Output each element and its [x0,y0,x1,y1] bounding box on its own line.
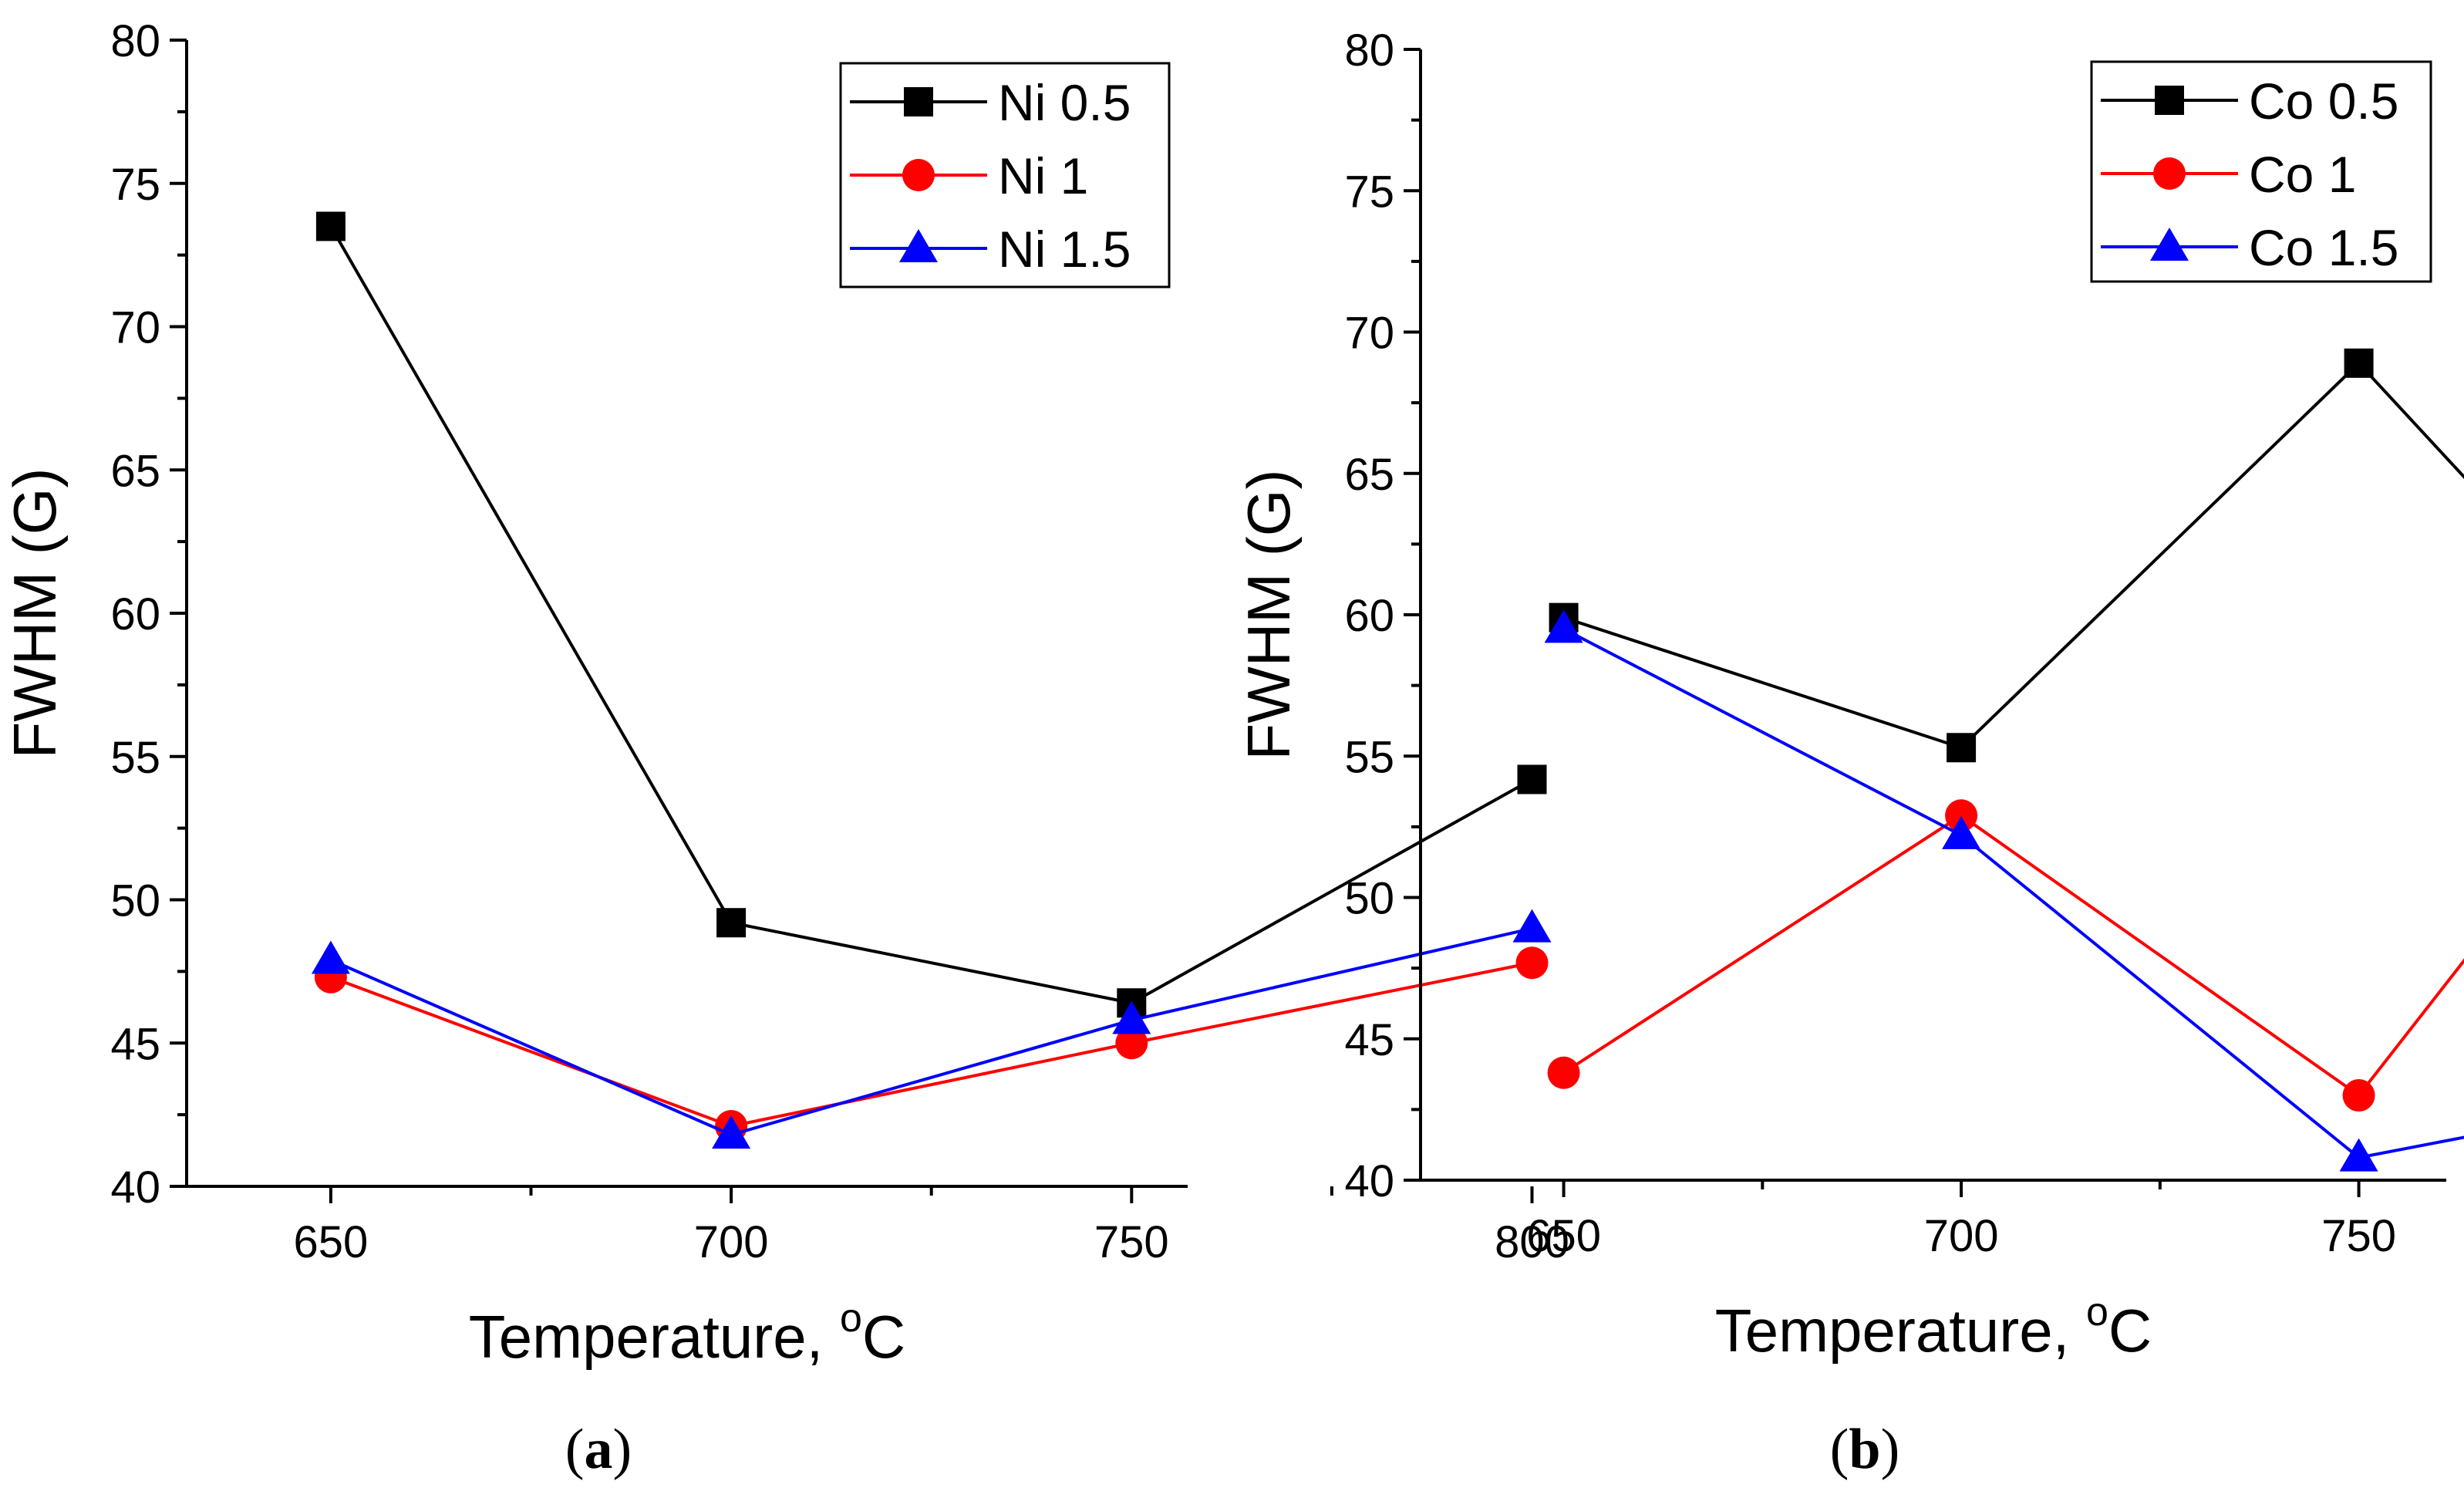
legend-marker [2155,86,2184,115]
y-tick-label: 45 [110,1019,160,1069]
data-point-2-3 [1512,909,1552,943]
y-tick-label: 75 [1344,167,1394,217]
legend-box [2090,60,2432,283]
x-tick-label: 650 [294,1217,369,1267]
data-point-0-1 [1947,733,1977,763]
data-point-0-2 [2344,348,2374,378]
x-tick-label: 800 [1495,1217,1569,1267]
panel-label: (b) [1830,1418,1899,1481]
x-tick-label: 750 [1094,1217,1169,1267]
data-point-1-0 [1547,1056,1580,1089]
legend-label: Co 0.5 [2249,73,2398,130]
y-tick-label: 60 [1344,591,1394,641]
data-point-0-0 [315,211,345,241]
x-tick-label: 700 [1924,1211,1999,1261]
series-line-0 [1562,360,2464,750]
x-axis-title-text: Temperature, [469,1303,840,1371]
y-tick-label: 65 [110,446,160,496]
legend-marker [902,159,935,191]
panel-a-chart: 40 45 50 55 60 65 70 75 80 650 700 750 800 Temperatur… [1,16,1569,1481]
x-axis-title: Temperature, oC [1715,1290,2152,1365]
legend-label: Ni 1 [998,147,1088,204]
legend-label: Ni 0.5 [998,74,1131,131]
y-tick-label: 50 [110,876,160,926]
legend-label: Ni 1.5 [998,221,1131,278]
panel-label-open: ( [565,1418,585,1481]
data-point-2-1 [1942,815,1981,849]
panel-label-letter: a [585,1418,613,1481]
x-axis-title-text: Temperature, [1715,1297,2086,1365]
y-tick-label: 70 [1344,309,1394,359]
x-axis-title: Temperature, oC [469,1296,905,1371]
data-point-0-3 [1517,764,1547,794]
y-tick-label: 60 [110,589,160,639]
data-point-1-3 [1515,946,1549,980]
data-point-2-0 [311,940,350,974]
data-point-2-2 [1112,1000,1151,1034]
y-tick-label: 40 [1344,1156,1394,1206]
y-tick-label: 55 [110,733,160,783]
y-tick-label: 55 [1344,732,1394,782]
series-line-2 [330,926,1532,1137]
panel-b-chart: 40 45 50 55 60 65 70 75 80 650 700 750 800 Temperatur… [1235,25,2464,1481]
panel-label-open: ( [1830,1418,1849,1481]
y-tick-label: 40 [110,1162,160,1213]
legend-marker [904,87,933,116]
x-tick-label: 650 [1526,1211,1601,1261]
series-line-0 [329,225,1533,1005]
y-tick-label: 80 [110,16,160,66]
data-point-2-2 [2339,1138,2378,1172]
y-tick-label: 75 [110,160,160,210]
y-tick-label: 80 [1344,25,1394,76]
x-axis-title-superscript: o [840,1296,862,1341]
legend-marker [899,229,938,262]
panel-label-close: ) [1881,1418,1900,1481]
panel-label: (a) [565,1418,632,1481]
data-point-1-2 [1115,1027,1148,1060]
series-line-1 [330,961,1532,1128]
data-point-0-1 [716,908,747,938]
data-point-2-1 [712,1115,751,1149]
x-axis-title-unit: C [2108,1297,2152,1365]
y-axis-title: FWHM (G) [1235,470,1303,761]
y-tick-label: 50 [1344,874,1394,924]
legend-label: Co 1 [2249,146,2356,203]
y-tick-label: 45 [1344,1015,1394,1065]
panel-label-close: ) [613,1418,632,1481]
legend-marker [2153,157,2186,190]
data-point-2-0 [1544,609,1583,643]
x-axis-title-unit: C [862,1303,905,1371]
x-tick-label: 750 [2321,1211,2396,1261]
panel-label-letter: b [1849,1418,1880,1481]
data-point-1-2 [2342,1079,2375,1112]
data-point-1-1 [1945,799,1978,832]
series-line-2 [1562,627,2464,1159]
legend-marker [2150,228,2189,261]
x-tick-label: 700 [694,1217,769,1267]
legend-label: Co 1.5 [2249,219,2398,276]
y-tick-label: 65 [1344,450,1394,500]
series-line-1 [1562,813,2464,1098]
y-tick-label: 70 [110,303,160,353]
x-axis-title-superscript: o [2086,1290,2108,1334]
y-axis-title: FWHM (G) [1,468,69,759]
